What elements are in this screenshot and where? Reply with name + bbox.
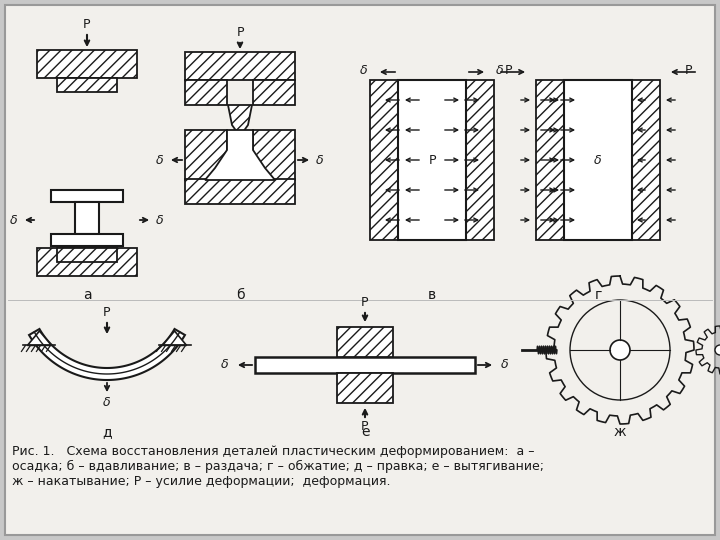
- Text: δ: δ: [360, 64, 368, 77]
- Bar: [57, 248, 117, 262]
- Text: а: а: [83, 288, 91, 302]
- Bar: [51, 190, 123, 202]
- Polygon shape: [29, 329, 185, 380]
- Text: δ: δ: [501, 359, 509, 372]
- Text: δ: δ: [594, 153, 602, 166]
- Text: Р: Р: [684, 64, 692, 77]
- Text: δ: δ: [103, 395, 111, 408]
- Text: δ: δ: [156, 153, 164, 166]
- Text: δ: δ: [221, 359, 229, 372]
- Text: Р: Р: [84, 18, 91, 31]
- Bar: [37, 248, 137, 276]
- Bar: [51, 234, 123, 246]
- Polygon shape: [27, 331, 51, 346]
- Bar: [255, 357, 475, 373]
- Bar: [75, 202, 99, 234]
- Text: е: е: [361, 425, 369, 439]
- FancyBboxPatch shape: [5, 5, 715, 535]
- Bar: [466, 80, 494, 240]
- Text: Р: Р: [428, 153, 436, 166]
- Bar: [398, 80, 466, 240]
- Polygon shape: [205, 130, 275, 180]
- Circle shape: [610, 340, 630, 360]
- Bar: [185, 52, 295, 80]
- Bar: [57, 78, 117, 92]
- Bar: [337, 373, 393, 403]
- Bar: [253, 80, 295, 105]
- Polygon shape: [163, 331, 186, 346]
- Text: г: г: [594, 288, 602, 302]
- Bar: [185, 130, 227, 180]
- Bar: [536, 80, 564, 240]
- Text: б: б: [235, 288, 244, 302]
- Text: ж: ж: [613, 425, 626, 439]
- Circle shape: [715, 345, 720, 355]
- Text: Р: Р: [361, 421, 369, 434]
- Text: δ: δ: [10, 213, 18, 226]
- Text: Р: Р: [361, 296, 369, 309]
- Bar: [337, 327, 393, 357]
- Bar: [253, 130, 295, 180]
- Text: δ: δ: [156, 213, 164, 226]
- Bar: [185, 80, 227, 105]
- Text: Р: Р: [504, 64, 512, 77]
- Bar: [564, 80, 632, 240]
- Text: Рис. 1.   Схема восстановления деталей пластическим деформированием:  а –
осадка: Рис. 1. Схема восстановления деталей пла…: [12, 445, 544, 488]
- Text: Р: Р: [103, 307, 111, 320]
- Bar: [632, 80, 660, 240]
- Bar: [185, 179, 295, 204]
- Bar: [370, 80, 398, 240]
- Text: δ: δ: [496, 64, 504, 77]
- Bar: [37, 50, 137, 78]
- Polygon shape: [228, 105, 252, 132]
- Text: в: в: [428, 288, 436, 302]
- Text: д: д: [102, 425, 112, 439]
- Text: δ: δ: [316, 153, 324, 166]
- Text: Р: Р: [236, 26, 244, 39]
